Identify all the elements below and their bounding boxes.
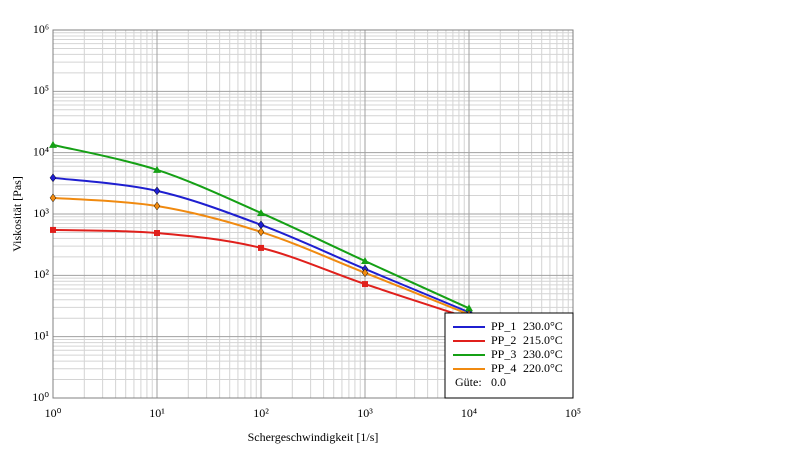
marker: [361, 268, 369, 278]
y-axis-label: Viskosität [Pas]: [10, 176, 24, 252]
y-tick-label: 10⁶: [33, 22, 49, 36]
quality-label: Güte:: [455, 375, 482, 389]
x-tick-label: 10²: [253, 406, 269, 420]
x-tick-label: 10¹: [149, 406, 165, 420]
x-tick-label: 10³: [357, 406, 373, 420]
y-tick-label: 10¹: [33, 328, 49, 342]
y-tick-label: 10⁴: [33, 144, 49, 158]
marker: [153, 186, 161, 196]
x-tick-label: 10⁰: [45, 406, 62, 420]
y-tick-label: 10²: [33, 267, 49, 281]
marker: [153, 165, 161, 173]
marker: [257, 227, 265, 237]
legend-label: PP_1: [491, 319, 516, 333]
marker: [153, 201, 161, 211]
x-tick-label: 10⁴: [461, 406, 477, 420]
legend-label: PP_3: [491, 347, 516, 361]
legend-temperature: 215.0°C: [523, 333, 563, 347]
legend-temperature: 230.0°C: [523, 347, 563, 361]
marker: [465, 304, 473, 312]
y-tick-label: 10⁰: [32, 390, 49, 404]
plot-frame: [52, 29, 574, 399]
legend-label: PP_2: [491, 333, 516, 347]
x-axis-label: Schergeschwindigkeit [1/s]: [248, 430, 379, 444]
marker: [257, 208, 265, 216]
legend-label: PP_4: [491, 361, 516, 375]
marker: [362, 281, 368, 288]
marker: [49, 140, 57, 148]
marker: [361, 257, 369, 265]
legend-temperature: 220.0°C: [523, 361, 563, 375]
marker: [154, 230, 160, 237]
marker: [258, 244, 264, 251]
marker: [49, 173, 57, 183]
y-tick-label: 10⁵: [33, 83, 49, 97]
x-tick-label: 10⁵: [565, 406, 581, 420]
marker: [50, 226, 56, 233]
legend-temperature: 230.0°C: [523, 319, 563, 333]
quality-value: 0.0: [491, 375, 506, 389]
marker: [49, 193, 57, 203]
y-tick-label: 10³: [33, 206, 49, 220]
